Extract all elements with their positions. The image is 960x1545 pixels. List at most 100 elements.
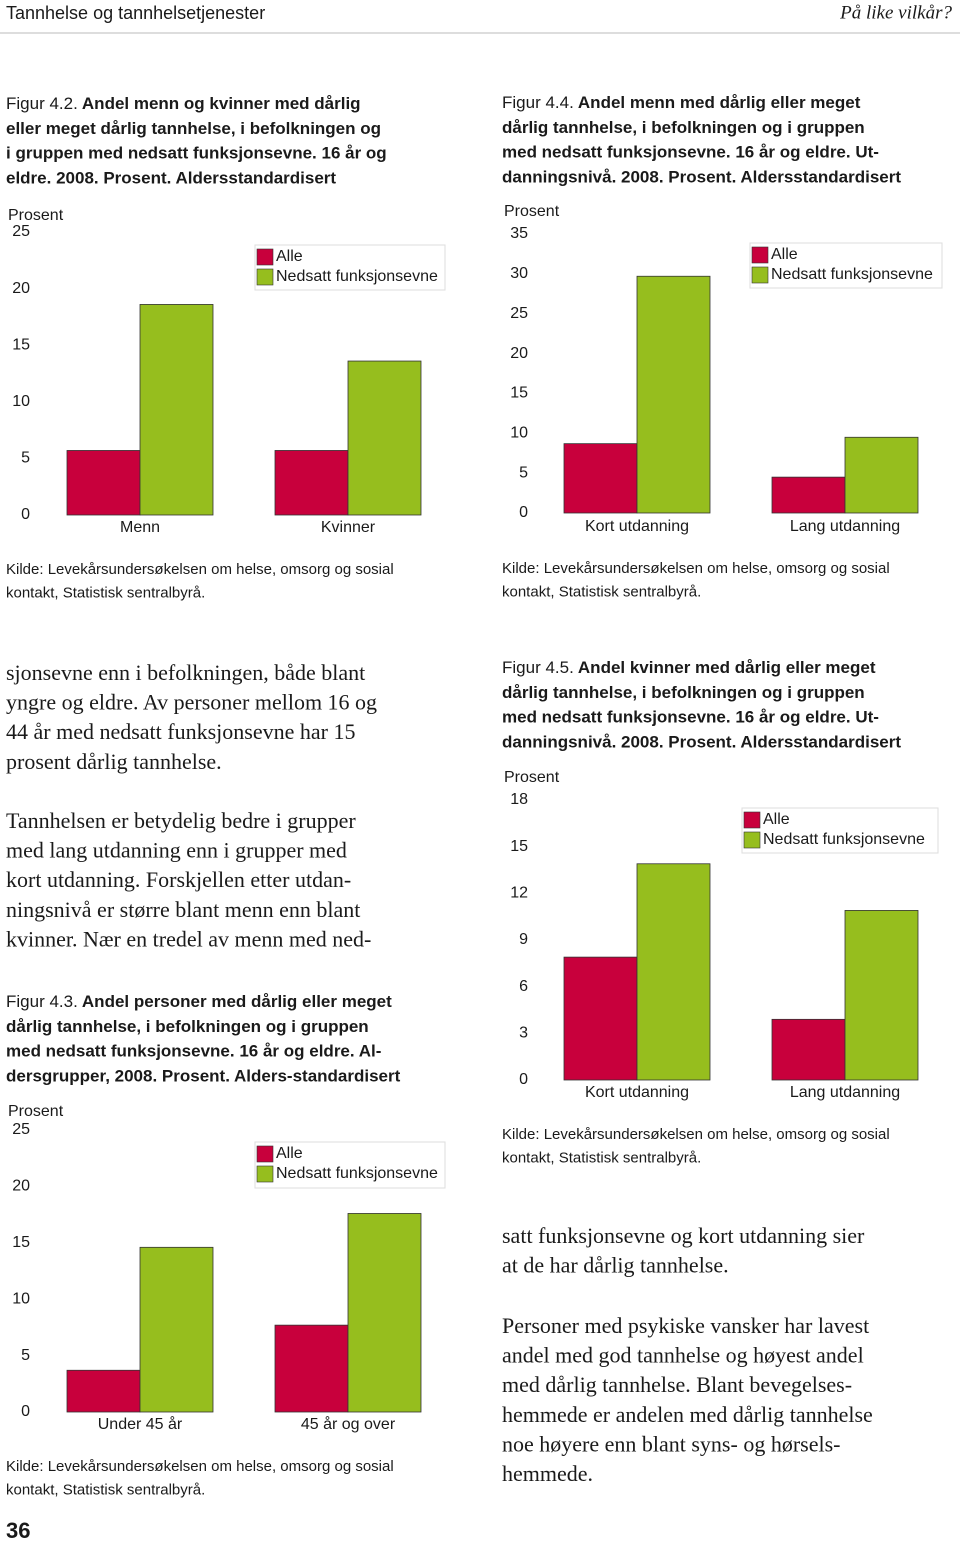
y-tick-label: 5 (21, 450, 30, 467)
figure-title-line: Andel kvinner med dårlig eller meget (578, 658, 876, 677)
figure-title-line: med nedsatt funksjonsevne. 16 år og eldr… (502, 143, 879, 162)
y-tick-label: 12 (510, 885, 528, 902)
figure-label: Figur 4.4. (502, 93, 574, 112)
legend-box (741, 807, 939, 854)
figure-title: dårlig tannhelse, i befolkningen og i gr… (502, 118, 865, 137)
x-tick-label: Under 45 år (98, 1415, 183, 1433)
legend-box (254, 1141, 446, 1189)
body-text: satt funksjonsevne og kort utdanning sie… (502, 1223, 865, 1248)
figure-title-line: dårlig tannhelse, i befolkningen og i gr… (6, 1017, 369, 1036)
y-tick-label: 25 (12, 1121, 30, 1138)
figure-label: Figur 4.5. (502, 658, 574, 677)
bar (139, 1246, 214, 1413)
y-tick-label: 25 (510, 305, 528, 322)
source: Kilde: Levekårsundersøkelsen om helse, o… (502, 1126, 890, 1143)
y-tick-label: 20 (12, 1178, 30, 1195)
y-axis-label: Prosent (504, 769, 560, 786)
y-tick-label: 15 (12, 336, 30, 353)
body-text: Personer med psykiske vansker har lavest (502, 1313, 869, 1338)
figure-label: Figur 4.2. (6, 94, 78, 113)
body-text: sjonsevne enn i befolkningen, både blant (6, 660, 365, 685)
figure-title: dårlig tannhelse, i befolkningen og i gr… (502, 683, 865, 702)
body-text: kort utdanning. Forskjellen etter utdan- (6, 867, 351, 892)
legend-swatch (751, 246, 769, 264)
bar (274, 1324, 349, 1413)
y-tick-label: 20 (12, 280, 30, 297)
x-tick-label: Menn (120, 519, 160, 536)
y-tick-label: 20 (510, 345, 528, 362)
figure-title-line: Andel personer med dårlig eller meget (82, 992, 392, 1011)
figure-title: Figur 4.5. Andel kvinner med dårlig elle… (502, 658, 876, 677)
bar (844, 910, 919, 1081)
figure-title-line: med nedsatt funksjonsevne. 16 år og eldr… (502, 708, 879, 727)
figure-title-line: Andel menn med dårlig eller meget (578, 93, 861, 112)
bar (274, 450, 349, 516)
legend-swatch (743, 831, 761, 849)
bar (139, 304, 214, 516)
body-text: 44 år med nedsatt funksjonsevne har 15 (6, 719, 355, 744)
y-tick-label: 0 (21, 506, 30, 523)
figure-title-line: i gruppen med nedsatt funksjonsevne. 16 … (6, 144, 387, 163)
figure-title-line: med nedsatt funksjonsevne. 16 år og eldr… (6, 1042, 381, 1061)
legend-swatch (256, 248, 274, 266)
y-axis-label: Prosent (8, 1103, 64, 1120)
legend-label: Nedsatt funksjonsevne (276, 268, 438, 285)
figure-title: Figur 4.3. Andel personer med dårlig ell… (6, 992, 392, 1011)
legend-label: Nedsatt funksjonsevne (276, 1165, 438, 1182)
bar (771, 476, 846, 514)
x-tick-label: Lang utdanning (790, 1084, 900, 1101)
bar (636, 275, 711, 514)
figure-title: Figur 4.4. Andel menn med dårlig eller m… (502, 93, 861, 112)
x-tick-label: Kort utdanning (585, 518, 689, 535)
source: kontakt, Statistisk sentralbyrå. (502, 1149, 701, 1166)
body-text: med dårlig tannhelse. Blant bevegelses- (502, 1372, 852, 1397)
y-tick-label: 10 (12, 393, 30, 410)
legend-box (749, 242, 943, 289)
legend-swatch (256, 1145, 274, 1163)
legend-label: Nedsatt funksjonsevne (771, 266, 933, 283)
bar (636, 863, 711, 1081)
figure-title: danningsnivå. 2008. Prosent. Aldersstand… (502, 733, 901, 752)
bar (66, 450, 141, 516)
legend-swatch (256, 1165, 274, 1183)
x-tick-label: Lang utdanning (790, 518, 900, 535)
y-tick-label: 0 (519, 504, 528, 521)
bar (66, 1369, 141, 1413)
y-tick-label: 0 (519, 1071, 528, 1088)
page-number: 36 (6, 1518, 30, 1543)
figure-title-line: Andel menn og kvinner med dårlig (82, 94, 361, 113)
y-tick-label: 10 (12, 1290, 30, 1307)
y-tick-label: 18 (510, 791, 528, 808)
body-text: hemmede er andelen med dårlig tannhelse (502, 1402, 873, 1427)
y-tick-label: 35 (510, 225, 528, 242)
figure-title: i gruppen med nedsatt funksjonsevne. 16 … (6, 144, 387, 163)
source: kontakt, Statistisk sentralbyrå. (6, 1481, 205, 1498)
y-axis-label: Prosent (504, 203, 560, 220)
y-tick-label: 15 (510, 838, 528, 855)
bar (771, 1018, 846, 1081)
legend-label: Nedsatt funksjonsevne (763, 831, 925, 848)
body-text: yngre og eldre. Av personer mellom 16 og (6, 690, 377, 715)
y-tick-label: 25 (12, 223, 30, 240)
bar (563, 956, 638, 1081)
figure-title: dersgrupper, 2008. Prosent. Alders-stand… (6, 1067, 401, 1086)
figure-title: Figur 4.2. Andel menn og kvinner med dår… (6, 94, 361, 113)
figure-title: dårlig tannhelse, i befolkningen og i gr… (6, 1017, 369, 1036)
legend-label: Alle (276, 248, 303, 265)
bar (347, 360, 422, 516)
figure-title-line: dårlig tannhelse, i befolkningen og i gr… (502, 683, 865, 702)
y-tick-label: 30 (510, 265, 528, 282)
x-tick-label: Kvinner (321, 519, 376, 536)
figure-title: danningsnivå. 2008. Prosent. Aldersstand… (502, 168, 901, 187)
figure-title-line: dersgrupper, 2008. Prosent. Alders-stand… (6, 1067, 401, 1086)
figure-title-line: dårlig tannhelse, i befolkningen og i gr… (502, 118, 865, 137)
x-tick-label: 45 år og over (301, 1415, 396, 1433)
figure-title: med nedsatt funksjonsevne. 16 år og eldr… (502, 143, 879, 162)
legend-label: Alle (771, 246, 798, 263)
body-text: ningsnivå er større blant menn enn blant (6, 897, 360, 922)
y-tick-label: 3 (519, 1025, 528, 1042)
figure-label: Figur 4.3. (6, 992, 78, 1011)
y-tick-label: 6 (519, 978, 528, 995)
y-tick-label: 0 (21, 1403, 30, 1420)
body-text: hemmede. (502, 1461, 593, 1486)
